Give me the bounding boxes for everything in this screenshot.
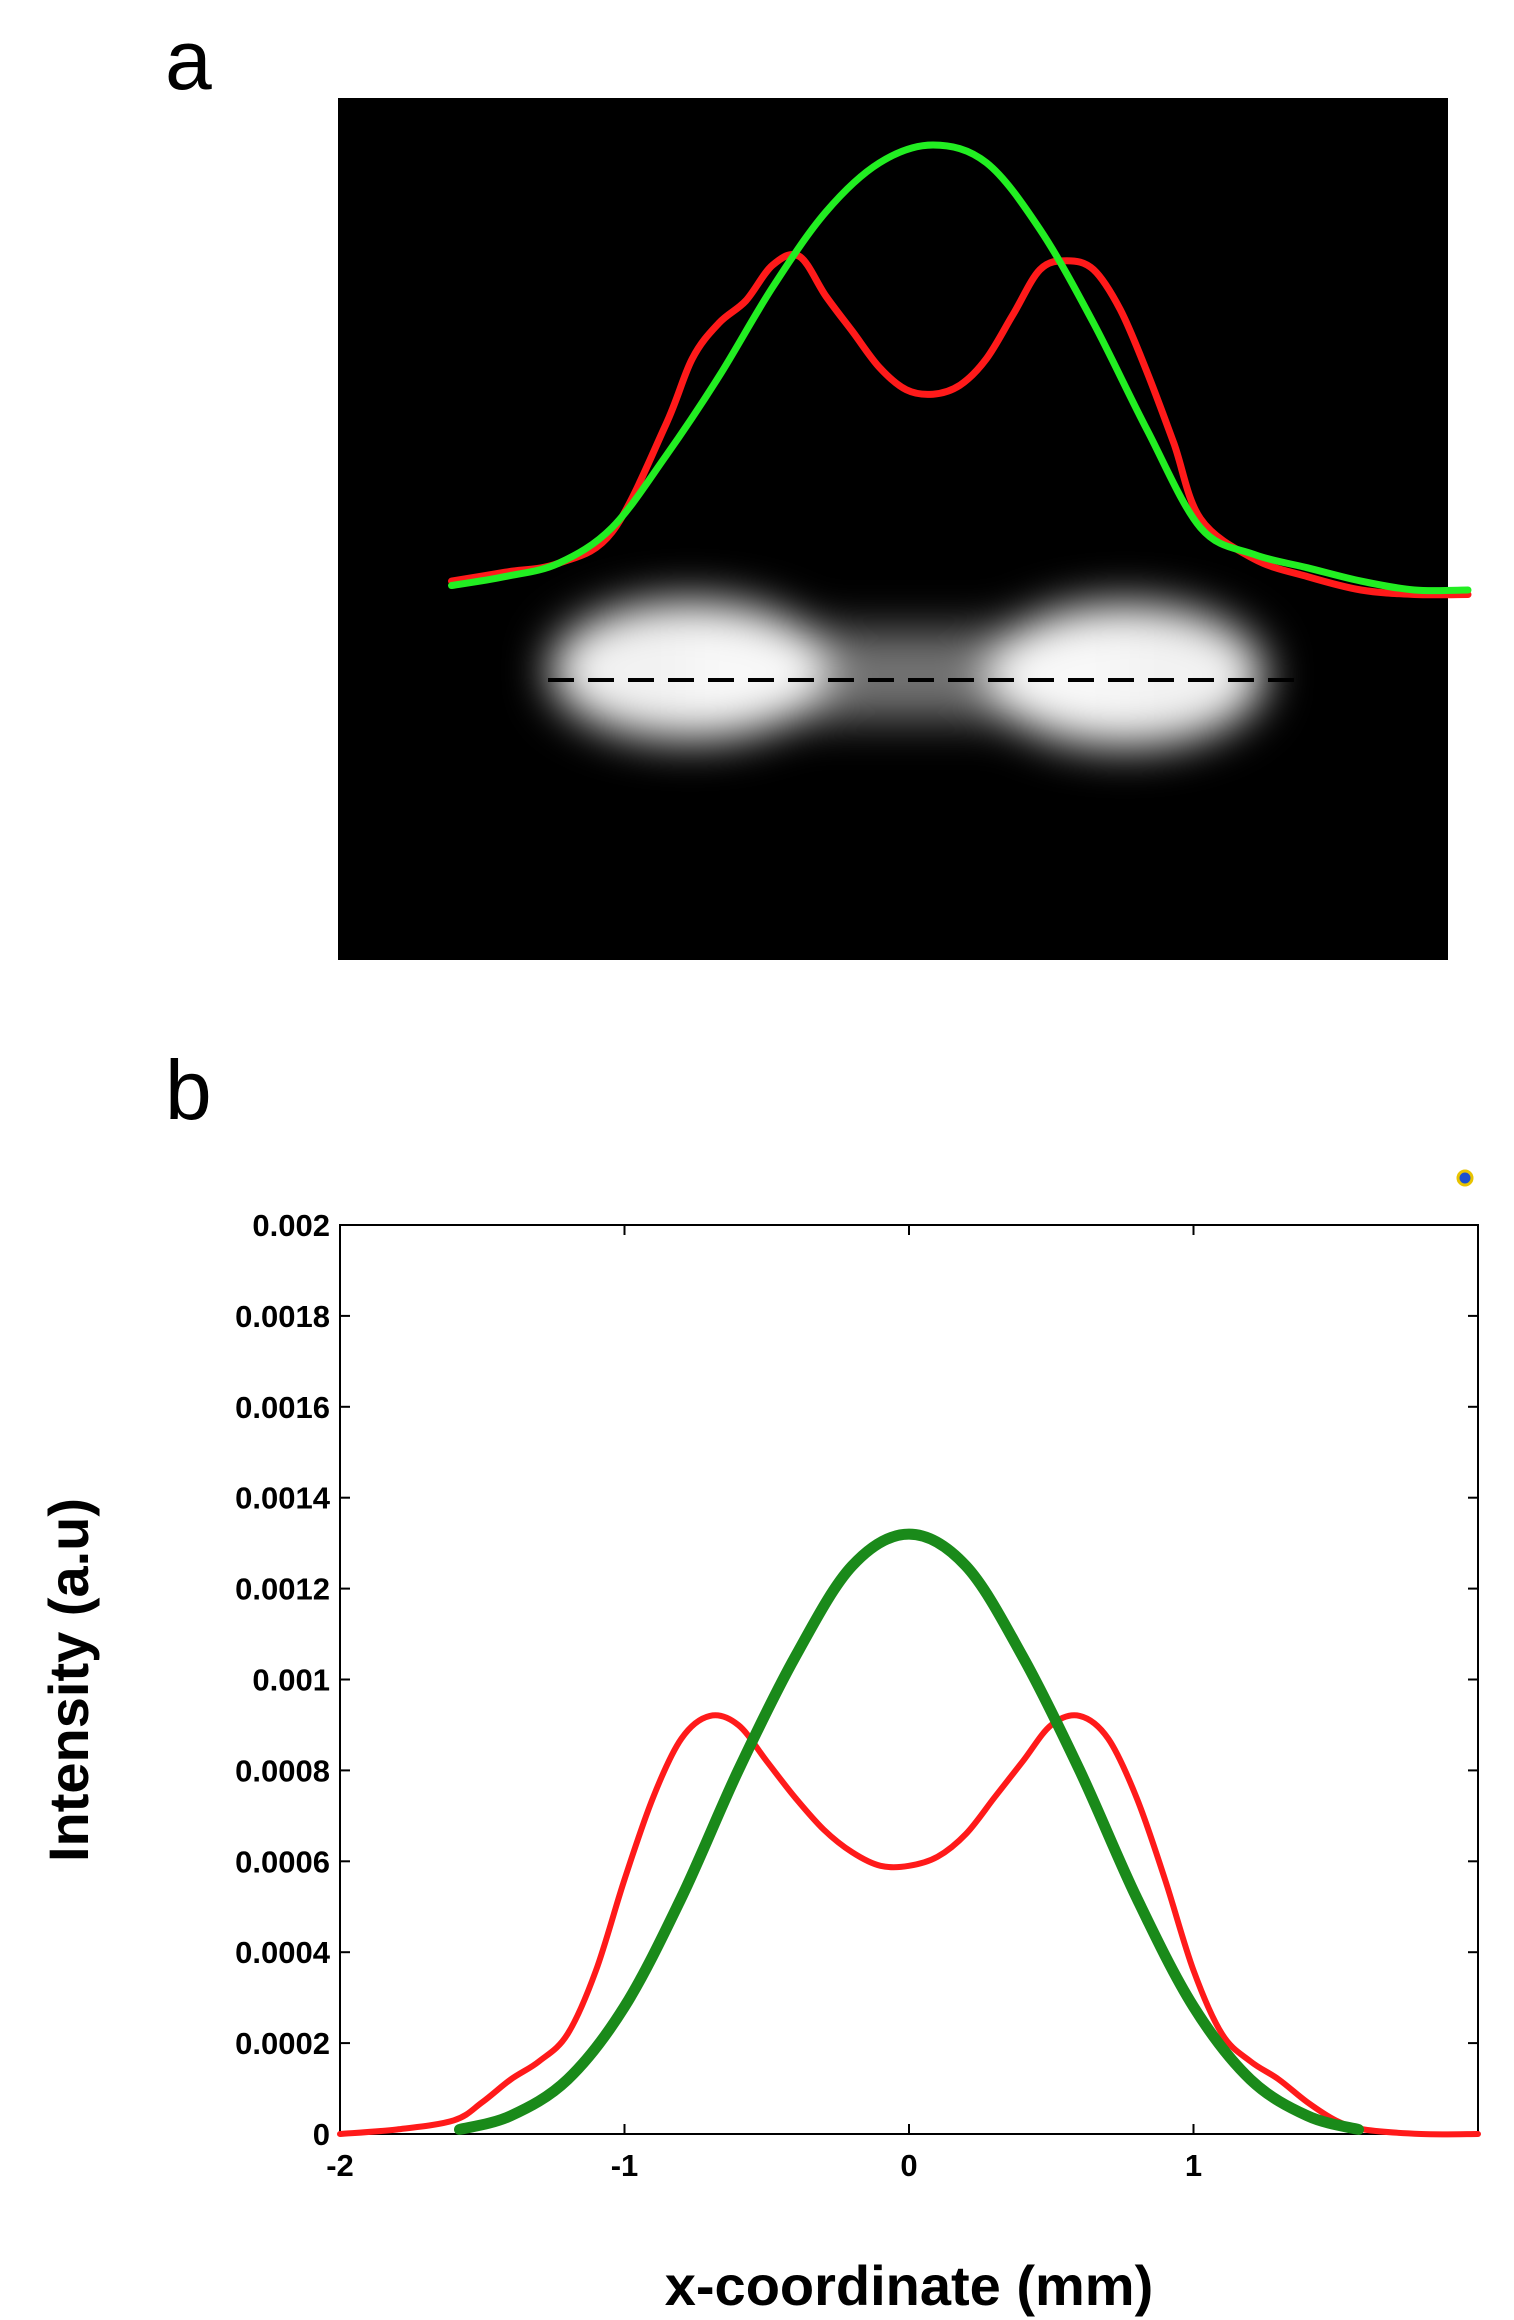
series-red-profile (448, 250, 1472, 599)
series-green-profile (448, 141, 1472, 595)
x-tick-label: 0 (900, 2148, 917, 2183)
x-axis-title: x-coordinate (mm) (665, 2254, 1154, 2317)
corner-marker-icon (1456, 1169, 1474, 1187)
y-tick-label: 0.0014 (235, 1481, 331, 1516)
y-tick-label: 0.0002 (235, 2026, 330, 2061)
axis-ticks: 0 0.0002 0.0004 0.0006 0.0008 0.001 0.0012 0.00… (235, 1208, 1478, 2183)
panel-a-figure (338, 98, 1472, 960)
y-axis-title: Intensity (a.u) (37, 1498, 100, 1862)
panel-b-series (337, 1528, 1481, 2138)
y-tick-label: 0.0016 (235, 1390, 330, 1425)
x-tick-label: 1 (1185, 2148, 1202, 2183)
y-tick-label: 0.0004 (235, 1935, 331, 1970)
y-tick-label: 0.0006 (235, 1844, 330, 1879)
panel-label-a: a (165, 13, 212, 107)
y-tick-label: 0 (313, 2117, 330, 2152)
image-background (338, 98, 1448, 960)
y-tick-label: 0.0008 (235, 1753, 330, 1788)
x-tick-label: -1 (611, 2148, 639, 2183)
bright-blob-image (550, 600, 1265, 747)
series-green (454, 1528, 1364, 2135)
plot-frame (339, 1224, 1479, 2135)
panel-label-b: b (165, 1043, 212, 1137)
y-tick-label: 0.002 (252, 1208, 330, 1243)
y-tick-label: 0.001 (252, 1663, 330, 1698)
series-red (337, 1712, 1481, 2138)
y-tick-label: 0.0012 (235, 1572, 330, 1607)
panel-a-series (448, 141, 1472, 599)
x-tick-label: -2 (326, 2148, 354, 2183)
y-tick-label: 0.0018 (235, 1299, 330, 1334)
